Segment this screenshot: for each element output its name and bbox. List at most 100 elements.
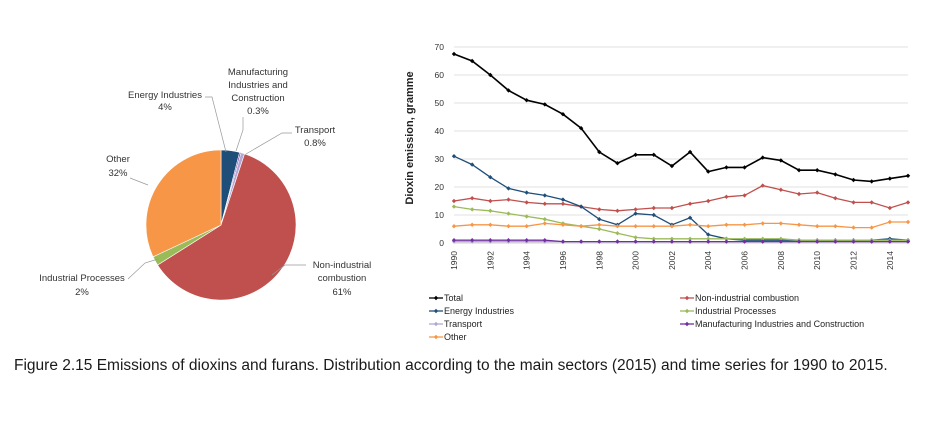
point-total-2014 [887,176,893,181]
pie-label-manufacturing-value: 0.3% [247,106,269,117]
point-other-1994 [524,224,529,229]
legend-item-energy-industries: Energy Industries [429,306,515,316]
pie-label-manufacturing-line2: Industries and [228,80,288,91]
x-tick-labels: 1990 1992 1994 1996 1998 2000 2002 2004 2006 2008… [449,251,895,270]
point-total-2003 [687,149,693,155]
legend-label-total: Total [444,293,463,303]
legend-item-non-industrial-combustion: Non-industrial combustion [680,293,799,303]
point-manufacturing-industries-and-construction-2012 [851,239,856,244]
figure-caption: Figure 2.15 Emissions of dioxins and fur… [14,357,888,374]
point-manufacturing-industries-and-construction-1999 [615,239,620,244]
legend-label-industrial-processes: Industrial Processes [695,306,777,316]
point-industrial-processes-1998 [597,226,602,232]
y-tick-60: 60 [435,70,445,80]
point-total-2001 [651,152,656,157]
x-tick-2008: 2008 [776,251,786,270]
y-tick-70: 70 [435,42,445,52]
point-other-2009 [796,222,802,227]
point-industrial-processes-2007 [760,236,765,241]
point-other-2010 [815,224,820,229]
point-manufacturing-industries-and-construction-2014 [887,239,893,244]
point-energy-industries-1993 [506,186,511,191]
series-lines [451,51,911,244]
point-non-industrial-combustion-2014 [887,205,893,211]
point-other-1990 [451,224,457,229]
point-other-2012 [851,225,856,230]
legend-label-non-industrial-combustion: Non-industrial combustion [695,293,799,303]
point-other-1999 [615,224,620,229]
point-manufacturing-industries-and-construction-2011 [833,239,838,244]
y-tick-10: 10 [435,210,445,220]
pie-label-noncombustion-line2: combustion [318,273,367,284]
point-total-2004 [706,169,711,174]
point-manufacturing-industries-and-construction-1992 [488,238,493,243]
x-tick-2002: 2002 [667,251,677,270]
legend-item-industrial-processes: Industrial Processes [680,306,777,316]
point-non-industrial-combustion-2015 [905,200,911,205]
pie-label-noncombustion-value: 61% [332,287,352,298]
legend-label-transport: Transport [444,319,483,329]
point-non-industrial-combustion-1990 [451,198,457,204]
point-non-industrial-combustion-1992 [488,198,493,204]
series-industrial-processes [451,204,911,243]
point-manufacturing-industries-and-construction-2004 [706,239,711,244]
point-industrial-processes-2006 [742,236,747,241]
point-non-industrial-combustion-2005 [724,194,729,199]
point-industrial-processes-1999 [615,231,620,236]
series-line-total [453,53,909,183]
point-total-2013 [869,179,874,184]
point-other-2001 [651,224,656,229]
legend-label-manufacturing-industries-and-construction: Manufacturing Industries and Constructio… [695,319,864,329]
point-total-2009 [796,168,802,173]
legend-marker-industrial-processes [684,308,690,314]
point-non-industrial-combustion-2010 [815,190,820,195]
point-other-1996 [560,222,566,227]
point-energy-industries-1998 [597,217,602,222]
point-industrial-processes-2004 [706,236,711,241]
point-non-industrial-combustion-1998 [597,207,602,212]
pie-chart [145,149,297,301]
x-tick-1990: 1990 [449,251,459,270]
point-non-industrial-combustion-2012 [851,200,856,205]
point-non-industrial-combustion-2001 [651,205,656,211]
series-energy-industries [451,154,911,243]
point-total-1996 [560,112,566,117]
point-non-industrial-combustion-2002 [669,205,675,211]
point-other-2006 [742,222,747,227]
point-industrial-processes-2005 [724,236,729,241]
point-non-industrial-combustion-1996 [560,201,566,206]
point-industrial-processes-1995 [542,217,547,222]
point-non-industrial-combustion-2013 [869,200,874,205]
series-line-energy-industries [453,155,909,241]
y-tick-50: 50 [435,98,445,108]
point-other-2004 [706,224,711,229]
pie-leader-lines [127,96,306,280]
legend-marker-energy-industries [433,308,439,314]
point-total-2012 [851,177,856,183]
x-tick-2000: 2000 [631,251,641,270]
point-non-industrial-combustion-2011 [833,196,838,201]
legend-marker-transport [433,321,439,327]
point-total-1994 [524,98,529,103]
leader-other [129,177,149,186]
legend-item-total: Total [429,293,463,303]
point-energy-industries-1997 [578,204,584,209]
series-total [451,51,911,184]
point-non-industrial-combustion-2009 [796,191,802,197]
point-manufacturing-industries-and-construction-2002 [669,239,675,244]
point-total-1997 [578,126,584,131]
y-axis-label: Dioxin emission, gramme [404,71,416,204]
pie-labels: Energy Industries 4% Manufacturing Indus… [39,67,371,298]
point-non-industrial-combustion-1995 [542,201,547,206]
leader-manufacturing [235,117,244,152]
legend-label-other: Other [444,332,467,342]
point-other-2008 [778,221,784,226]
x-tick-1998: 1998 [594,251,604,270]
legend: Total Non-industrial combustion Energy Ind… [429,293,864,342]
x-tick-1994: 1994 [522,251,532,270]
point-manufacturing-industries-and-construction-2005 [724,239,729,244]
pie-label-industrial-value: 2% [75,287,89,298]
point-industrial-processes-1992 [488,208,493,213]
pie-slice-non-industrial-combustion [157,153,297,301]
